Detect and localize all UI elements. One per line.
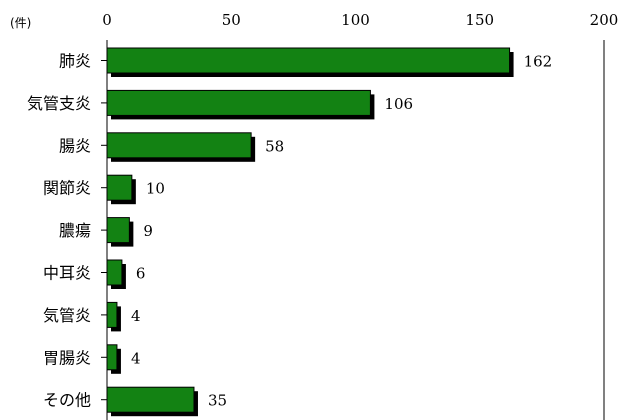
x-tick-label: 100 [341, 11, 370, 29]
x-tick-label: 200 [590, 11, 619, 29]
category-label: 中耳炎 [43, 264, 91, 283]
data-label: 162 [524, 53, 553, 71]
data-label: 58 [265, 137, 284, 155]
category-label: その他 [43, 391, 91, 410]
bar [106, 132, 252, 159]
data-label: 106 [384, 95, 413, 113]
data-label: 9 [143, 222, 153, 240]
data-label: 4 [131, 349, 141, 367]
x-tick-label: 50 [222, 11, 241, 29]
bar [106, 386, 195, 413]
category-label: 胃腸炎 [43, 348, 91, 367]
bar [106, 89, 371, 116]
category-label: 腸炎 [59, 136, 91, 155]
bar [106, 301, 118, 328]
x-tick-label: 150 [465, 11, 494, 29]
data-label: 4 [131, 307, 141, 325]
data-label: 10 [146, 180, 165, 198]
x-tick-label: 0 [102, 11, 112, 29]
unit-label: (件) [10, 16, 31, 30]
bar [106, 217, 130, 244]
data-label: 6 [136, 265, 146, 283]
bar [106, 47, 511, 74]
category-label: 関節炎 [43, 179, 91, 198]
category-label: 肺炎 [59, 52, 91, 71]
category-label: 膿瘍 [59, 221, 91, 240]
x-axis-ticks: 0 50 100 150 200 [102, 11, 618, 29]
bar [106, 259, 123, 286]
category-label: 気管炎 [43, 306, 91, 325]
bars: 肺炎 162 気管支炎 106 腸炎 58 関節炎 10 膿瘍 9 中耳炎 6 気管炎 4 胃腸炎 4 その他 3… [27, 47, 553, 417]
data-label: 35 [208, 392, 227, 410]
category-label: 気管支炎 [27, 94, 91, 113]
bar [106, 174, 133, 201]
bar [106, 344, 118, 371]
